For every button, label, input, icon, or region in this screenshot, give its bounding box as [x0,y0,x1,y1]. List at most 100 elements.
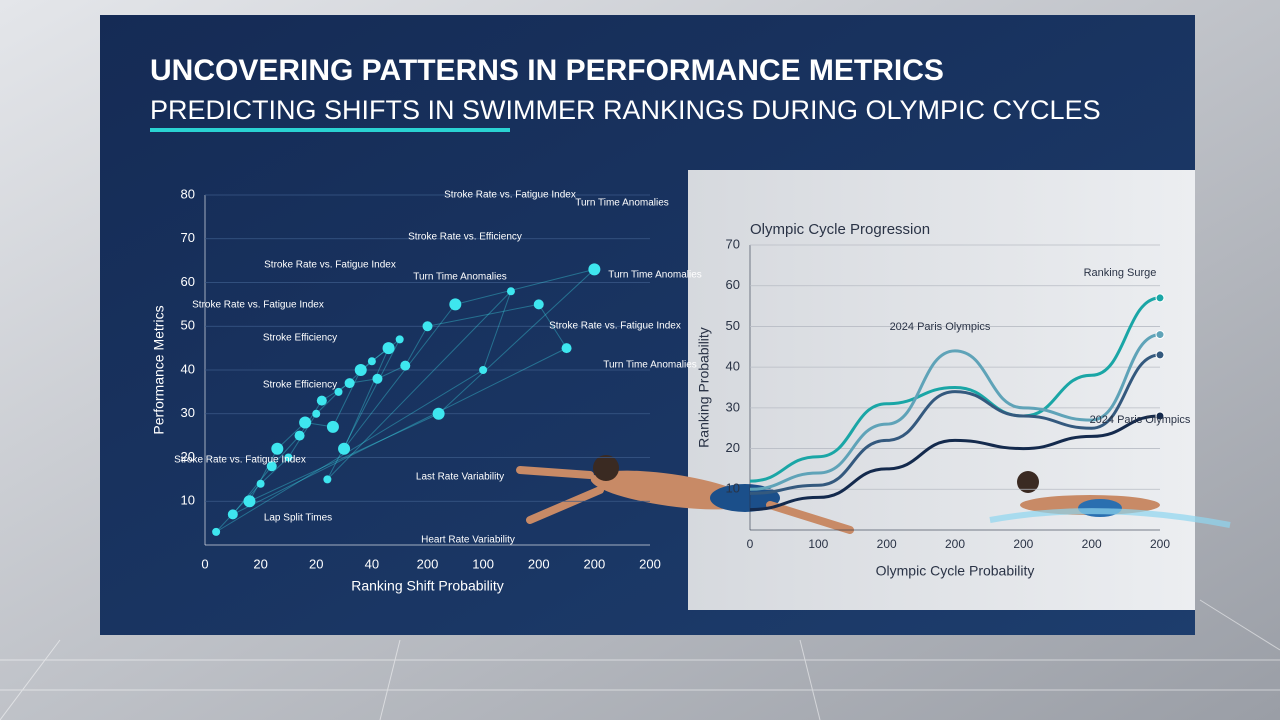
network-link [377,365,406,380]
network-link [404,326,428,366]
data-point [212,527,221,536]
y-tick-label: 20 [181,449,195,464]
page-subtitle: PREDICTING SHIFTS IN SWIMMER RANKINGS DU… [150,95,1101,125]
swimmer-left [516,455,854,534]
data-point [266,461,277,472]
x-axis-label: Olympic Cycle Probability [876,563,1035,579]
data-point [479,366,488,374]
x-tick-label: 200 [1150,537,1170,551]
end-marker [1155,293,1165,303]
data-point [256,479,265,488]
data-point [432,407,445,420]
network-link [343,304,456,450]
network-link [299,400,323,436]
data-point [344,378,355,389]
y-tick-label: 30 [181,405,195,420]
annotation: 2024 Paris Olympics [1090,414,1191,426]
network-link [338,360,373,393]
y-tick-label: 30 [726,399,740,414]
network-link [538,304,567,349]
data-point [312,409,321,418]
x-tick-label: 200 [528,556,550,571]
network-link [327,290,512,480]
annotation: Stroke Rate vs. Efficiency [408,232,522,243]
end-marker [1155,350,1165,360]
x-tick-label: 200 [417,556,439,571]
x-tick-label: 20 [309,556,323,571]
y-tick-label: 10 [726,481,740,496]
y-tick-label: 70 [726,236,740,251]
network-link [326,339,401,480]
annotation: Turn Time Anomalies [608,270,702,281]
annotation: Stroke Efficiency [263,333,337,344]
annotation: Ranking Surge [1084,267,1157,279]
network-link [232,347,567,515]
charts: 10 20 30 40 50 60 70 80 Ranking Shift Probabilit… [151,186,1191,593]
end-marker [1155,411,1165,421]
series-line [749,353,1161,495]
network-link [343,347,390,449]
annotation: Stroke Rate vs. Fatigue Index [192,300,324,311]
data-point [372,373,383,384]
network-link [232,465,273,515]
data-point [422,321,433,332]
swimmer-right [989,471,1231,528]
data-point [395,335,404,344]
data-point [400,360,411,371]
x-tick-label: 100 [808,537,828,551]
annotation: Stroke Rate vs. Fatigue Index [444,190,576,201]
x-tick-label: 100 [472,556,494,571]
y-axis-label: Performance Metrics [151,305,167,434]
annotation: Heart Rate Variability [421,535,515,546]
annotation: 2024 Paris Olympics [890,321,991,333]
annotation: Turn Time Anomalies [413,272,507,283]
data-point [316,395,327,406]
data-point [338,442,351,455]
data-point [334,387,343,396]
end-marker [1155,330,1165,340]
x-tick-label: 200 [945,537,965,551]
network-link [482,291,512,371]
network-link [276,422,306,450]
series-line [749,333,1161,491]
data-point [271,442,284,455]
annotation: Stroke Rate vs. Fatigue Index [174,455,306,466]
series-line [749,296,1161,483]
y-tick-label: 20 [726,440,740,455]
y-tick-label: 40 [726,359,740,374]
data-point [323,475,332,484]
annotation: Last Rate Variability [416,472,504,483]
data-point [299,416,312,429]
data-point [284,453,293,462]
x-tick-label: 0 [747,537,754,551]
y-tick-label: 50 [181,318,195,333]
annotation: Stroke Rate vs. Fatigue Index [264,260,396,271]
annotation: Turn Time Anomalies [603,360,697,371]
annotation: Stroke Efficiency [263,380,337,391]
x-tick-label: 200 [639,556,661,571]
y-axis-label: Ranking Probability [696,327,712,448]
network-link [427,303,539,327]
series-line [749,414,1161,512]
network-link [215,483,261,533]
title-underline [150,128,510,132]
annotation: Turn Time Anomalies [575,198,669,209]
data-point [367,357,376,366]
chart-title: Olympic Cycle Progression [750,221,930,238]
network-link [315,391,339,415]
x-tick-label: 20 [253,556,267,571]
x-tick-label: 200 [877,537,897,551]
data-point [588,263,601,276]
x-tick-label: 200 [1013,537,1033,551]
y-tick-label: 60 [726,277,740,292]
data-point [294,430,305,441]
x-tick-label: 40 [365,556,379,571]
data-point [506,287,515,296]
y-tick-label: 40 [181,361,195,376]
data-point [354,364,367,376]
annotation: Stroke Rate vs. Fatigue Index [549,321,681,332]
x-tick-label: 0 [201,556,208,571]
network-link [271,435,300,467]
